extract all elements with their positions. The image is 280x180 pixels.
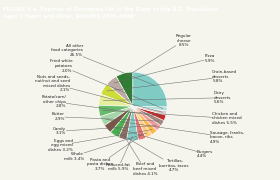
Text: Tortillas,
burritos, tacos
4.7%: Tortillas, burritos, tacos 4.7% <box>116 132 189 172</box>
Text: Fried white
potatoes
2.0%: Fried white potatoes 2.0% <box>50 59 163 109</box>
Wedge shape <box>133 106 152 138</box>
Wedge shape <box>133 106 161 130</box>
Text: Sausage, franks,
bacon, ribs
4.9%: Sausage, franks, bacon, ribs 4.9% <box>106 119 244 144</box>
Wedge shape <box>101 84 133 106</box>
Text: Pizza
5.9%: Pizza 5.9% <box>114 55 214 83</box>
Text: Butter
2.9%: Butter 2.9% <box>52 112 159 121</box>
Text: FIGURE 3-4. Sources of Saturated Fat in the Diets of the U.S. Population
Ages 2 : FIGURE 3-4. Sources of Saturated Fat in … <box>3 7 219 19</box>
Text: Candy
3.1%: Candy 3.1% <box>53 126 156 135</box>
Wedge shape <box>99 94 133 106</box>
Wedge shape <box>133 106 164 126</box>
Text: Potato/corn/
other chips
2.8%: Potato/corn/ other chips 2.8% <box>41 95 161 116</box>
Text: Regular
cheese
8.5%: Regular cheese 8.5% <box>125 34 192 77</box>
Text: Chicken and
chicken mixed
dishes 5.5%: Chicken and chicken mixed dishes 5.5% <box>103 111 242 125</box>
Text: All other
food categories
26.5%: All other food categories 26.5% <box>51 44 154 85</box>
Wedge shape <box>133 106 167 115</box>
Text: Dairy
desserts
5.6%: Dairy desserts 5.6% <box>103 91 231 104</box>
Wedge shape <box>111 106 133 137</box>
Wedge shape <box>107 76 133 106</box>
Text: Burgers
4.4%: Burgers 4.4% <box>110 126 213 158</box>
Text: Nuts and seeds,
nut/nut and seed
mixed dishes
2.1%: Nuts and seeds, nut/nut and seed mixed d… <box>34 75 162 112</box>
Text: Grain-based
desserts
5.8%: Grain-based desserts 5.8% <box>107 70 237 91</box>
Wedge shape <box>100 106 133 125</box>
Wedge shape <box>133 106 166 121</box>
Wedge shape <box>116 72 133 106</box>
Wedge shape <box>118 106 133 140</box>
Text: Reduced-fat
milk 5.9%: Reduced-fat milk 5.9% <box>106 136 133 172</box>
Wedge shape <box>104 106 133 132</box>
Text: Pasta and
pasta dishes
3.7%: Pasta and pasta dishes 3.7% <box>87 135 141 171</box>
Wedge shape <box>99 105 133 116</box>
Wedge shape <box>133 106 146 140</box>
Wedge shape <box>133 72 167 107</box>
Wedge shape <box>133 106 157 135</box>
Wedge shape <box>133 106 167 111</box>
Wedge shape <box>127 106 139 141</box>
Text: Beef and
beef mixed
dishes 4.1%: Beef and beef mixed dishes 4.1% <box>124 135 157 176</box>
Text: Eggs and
egg mixed
dishes 3.2%: Eggs and egg mixed dishes 3.2% <box>48 130 152 152</box>
Text: Whole
milk 3.4%: Whole milk 3.4% <box>64 133 147 161</box>
